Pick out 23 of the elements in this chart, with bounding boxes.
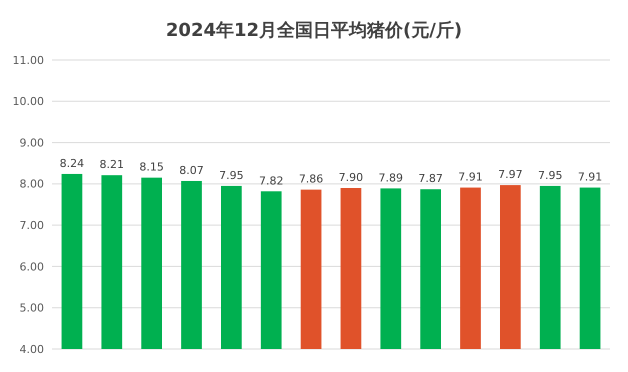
y-tick-label: 7.00: [20, 218, 44, 232]
y-tick-label: 5.00: [20, 302, 44, 315]
y-tick-label: 4.00: [20, 342, 44, 356]
data-label: 7.95: [538, 168, 562, 182]
y-tick-label: 9.00: [20, 136, 44, 150]
data-label: 7.91: [578, 170, 602, 184]
y-tick-label: 11.00: [12, 54, 44, 67]
data-label: 7.95: [219, 168, 244, 182]
data-label: 7.87: [418, 172, 443, 186]
data-label: 8.15: [139, 160, 164, 174]
y-tick-label: 10.00: [12, 95, 44, 108]
data-label: 7.82: [258, 174, 284, 188]
data-label: 8.24: [60, 156, 84, 170]
chart-title: 2024年12月全国日平均猪价(元/斤): [166, 20, 462, 41]
y-tick-label: 6.00: [20, 260, 44, 274]
y-tick-label: 8.00: [20, 178, 44, 191]
data-label: 7.90: [338, 170, 364, 184]
data-label: 7.91: [458, 170, 483, 184]
data-label: 7.97: [498, 168, 523, 182]
data-label: 7.86: [298, 172, 324, 186]
data-label: 7.89: [378, 171, 404, 184]
data-label: 8.21: [100, 158, 124, 172]
data-label: 8.07: [179, 164, 204, 177]
